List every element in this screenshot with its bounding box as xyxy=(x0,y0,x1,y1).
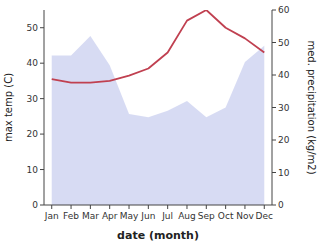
x-axis-label: date (month) xyxy=(117,229,199,242)
left-tick xyxy=(40,134,44,135)
x-tick-label: Jan xyxy=(44,211,59,221)
left-tick-label: 30 xyxy=(27,94,39,104)
left-tick-label: 20 xyxy=(27,129,39,139)
x-tick xyxy=(264,205,265,209)
right-tick-label: 40 xyxy=(278,70,290,80)
x-tick xyxy=(148,205,149,209)
plot-area xyxy=(52,10,265,205)
left-tick-label: 10 xyxy=(27,165,39,175)
left-tick xyxy=(40,98,44,99)
x-tick xyxy=(206,205,207,209)
x-tick-label: Mar xyxy=(82,211,99,221)
x-tick-label: Jun xyxy=(140,211,155,221)
right-tick xyxy=(272,10,276,11)
x-tick-label: Feb xyxy=(63,211,79,221)
x-tick-label: Dec xyxy=(256,211,273,221)
left-tick-label: 40 xyxy=(27,58,39,68)
right-tick-label: 50 xyxy=(278,38,290,48)
x-tick-label: Oct xyxy=(218,211,234,221)
chart: 010203040500102030405060JanFebMarAprMayJ… xyxy=(0,0,318,247)
right-tick-label: 0 xyxy=(278,200,284,210)
left-tick-label: 50 xyxy=(27,23,39,33)
x-tick xyxy=(90,205,91,209)
left-tick xyxy=(40,27,44,28)
right-tick xyxy=(272,140,276,141)
right-tick-label: 60 xyxy=(278,5,290,15)
left-tick-label: 0 xyxy=(32,200,38,210)
right-tick xyxy=(272,42,276,43)
x-axis-line xyxy=(44,205,272,206)
x-tick xyxy=(186,205,187,209)
right-axis-label: med. precipitation (kg/m2) xyxy=(306,40,317,174)
left-axis-label: max temp (C) xyxy=(3,73,14,142)
x-tick xyxy=(225,205,226,209)
x-tick xyxy=(129,205,130,209)
x-tick-label: Jul xyxy=(161,211,173,221)
x-tick xyxy=(167,205,168,209)
right-tick xyxy=(272,172,276,173)
x-tick xyxy=(51,205,52,209)
x-tick-label: Apr xyxy=(102,211,118,221)
right-tick-label: 10 xyxy=(278,168,290,178)
x-tick xyxy=(71,205,72,209)
left-tick xyxy=(40,169,44,170)
x-tick xyxy=(244,205,245,209)
left-axis-line xyxy=(44,10,45,205)
right-tick xyxy=(272,75,276,76)
right-tick-label: 30 xyxy=(278,103,290,113)
x-tick-label: Nov xyxy=(236,211,254,221)
x-tick-label: Aug xyxy=(178,211,196,221)
right-tick-label: 20 xyxy=(278,135,290,145)
right-tick xyxy=(272,107,276,108)
x-tick xyxy=(109,205,110,209)
right-tick xyxy=(272,205,276,206)
left-tick xyxy=(40,63,44,64)
left-tick xyxy=(40,205,44,206)
x-tick-label: Sep xyxy=(198,211,215,221)
temperature-line xyxy=(52,10,265,83)
x-tick-label: May xyxy=(120,211,139,221)
chart-container: 010203040500102030405060JanFebMarAprMayJ… xyxy=(0,0,318,247)
